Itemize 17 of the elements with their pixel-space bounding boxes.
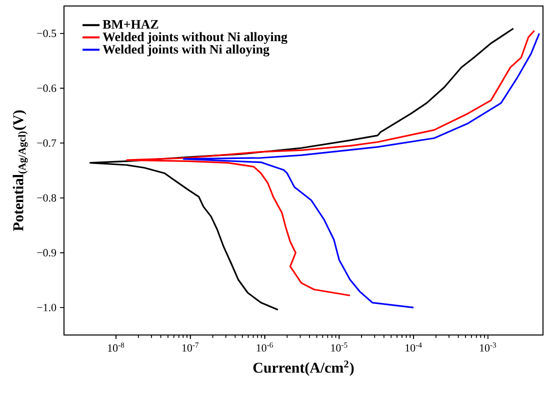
y-tick-label: −0.9 <box>37 249 56 256</box>
y-tick-label: −0.5 <box>37 30 56 38</box>
x-tick-label: 10$^{-7}$ <box>182 342 199 352</box>
y-axis-title: Potential$_{(Ag/Agcl)}$(V) <box>12 110 28 232</box>
x-tick-label: 10$^{-4}$ <box>406 342 422 352</box>
x-tick-label: 10$^{-5}$ <box>331 342 348 352</box>
x-tick-label: 10$^{-3}$ <box>480 342 496 352</box>
y-tick-label: −0.6 <box>37 84 56 92</box>
x-axis-title: Current(A/cm$^{2}$) <box>253 360 354 376</box>
legend-label: BM+HAZ <box>102 20 158 29</box>
y-tick-label: −1.0 <box>37 304 56 312</box>
legend-label: Welded joints without Ni alloying <box>102 32 288 44</box>
x-tick-label: 10$^{-8}$ <box>108 342 124 352</box>
x-tick-label: 10$^{-6}$ <box>256 342 273 352</box>
legend-label: Welded joints with Ni alloying <box>102 44 270 56</box>
y-tick-label: −0.7 <box>37 139 56 147</box>
y-tick-label: −0.8 <box>37 194 56 202</box>
